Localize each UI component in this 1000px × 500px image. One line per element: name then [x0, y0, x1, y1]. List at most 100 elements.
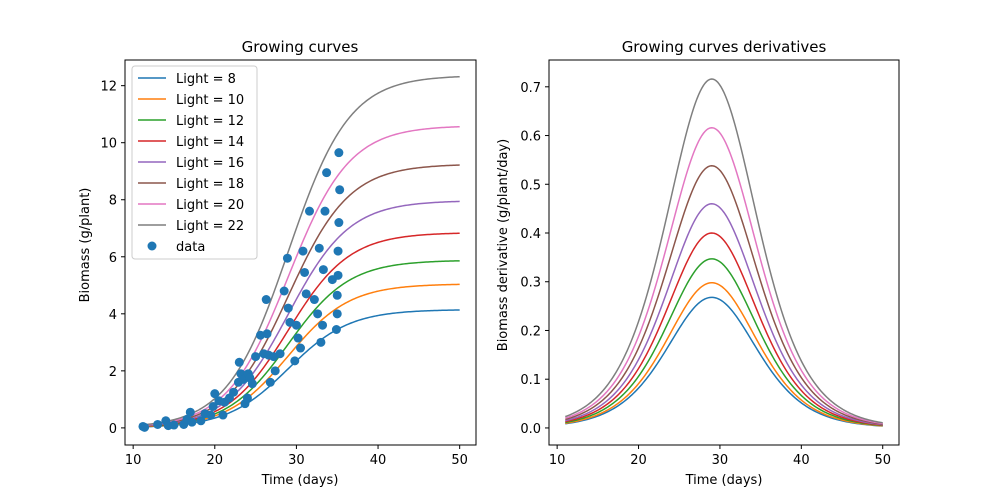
data-point [320, 206, 330, 216]
x-tick-label: 40 [370, 453, 387, 468]
x-tick-label: 10 [549, 453, 566, 468]
data-point [300, 267, 310, 277]
data-point [318, 265, 328, 275]
data-point [187, 417, 197, 427]
data-point [242, 393, 252, 403]
y-tick-label: 0.5 [520, 178, 541, 193]
growing-curves-panel: Growing curves 10 20 30 40 50 0 2 4 6 8 10 12 Time … [78, 38, 477, 488]
x-tick-label: 50 [874, 453, 891, 468]
data-point [291, 320, 301, 330]
derivative-curve-4 [565, 232, 883, 426]
y-tick-label: 2 [109, 365, 117, 380]
y-tick-label: 0.4 [520, 227, 541, 242]
legend-label: Light = 12 [176, 114, 244, 129]
right-chart-title: Growing curves derivatives [622, 38, 827, 56]
data-point [334, 148, 344, 158]
x-tick-label: 20 [630, 453, 647, 468]
plot-frame [548, 59, 900, 446]
legend-marker-data [147, 241, 157, 251]
data-point [275, 349, 285, 359]
derivative-curve-5 [565, 203, 883, 426]
legend-label: Light = 8 [176, 72, 236, 87]
right-x-axis-title: Time (days) [685, 473, 763, 488]
data-point [206, 410, 216, 420]
data-point [218, 410, 228, 420]
data-point [331, 325, 341, 334]
y-tick-label: 12 [100, 80, 117, 95]
legend-label: Light = 20 [176, 198, 244, 213]
legend-label-data: data [176, 240, 205, 255]
left-x-axis-title: Time (days) [261, 473, 339, 488]
data-point [140, 422, 150, 432]
data-point [247, 379, 257, 389]
x-tick-label: 20 [207, 453, 224, 468]
y-tick-label: 8 [109, 194, 117, 209]
right-axes: 10 20 30 40 50 0.0 0.1 0.2 0.3 0.4 0.5 0.6 0.7 [520, 59, 900, 468]
data-point [301, 289, 311, 299]
data-point [265, 377, 275, 387]
data-point [229, 387, 239, 397]
left-y-axis-title: Biomass (g/plant) [78, 188, 93, 303]
right-curves [565, 78, 883, 427]
data-point [333, 246, 343, 256]
data-point [290, 356, 300, 366]
data-point [210, 389, 220, 399]
data-point [153, 419, 163, 429]
left-chart-title: Growing curves [242, 38, 359, 56]
left-axes: 10 20 30 40 50 0 2 4 6 8 10 12 [100, 59, 477, 468]
data-point [332, 290, 342, 300]
legend-box [131, 65, 258, 260]
data-point [322, 168, 332, 178]
legend-label: Light = 18 [176, 177, 244, 192]
data-point [304, 206, 314, 216]
data-point [283, 303, 293, 313]
data-point [185, 407, 195, 417]
plot-frame [124, 59, 477, 446]
derivative-curve-3 [565, 258, 883, 427]
derivative-curve-7 [565, 127, 883, 425]
data-point [335, 185, 345, 195]
y-tick-label: 0.0 [520, 422, 541, 437]
data-point [314, 243, 324, 253]
data-point [270, 366, 280, 376]
x-tick-label: 30 [288, 453, 305, 468]
data-point [234, 357, 244, 367]
data-point [298, 246, 308, 256]
x-tick-label: 30 [712, 453, 729, 468]
x-tick-label: 40 [793, 453, 810, 468]
y-tick-label: 0.7 [520, 81, 541, 96]
derivative-panel: Growing curves derivatives 10 20 30 40 50 0.0… [496, 38, 900, 488]
data-point [333, 270, 343, 280]
data-point [282, 253, 292, 263]
legend-label: Light = 14 [176, 135, 244, 150]
data-point [196, 416, 206, 426]
data-point [293, 333, 303, 343]
growth-curve-7 [141, 125, 460, 427]
data-point [279, 286, 289, 296]
y-tick-label: 0 [109, 422, 117, 437]
data-point [251, 352, 261, 362]
data-point [169, 420, 179, 430]
data-point [334, 218, 344, 228]
y-tick-label: 6 [109, 251, 117, 266]
data-point [262, 329, 272, 339]
x-tick-label: 50 [451, 453, 468, 468]
y-tick-label: 0.1 [520, 373, 541, 388]
data-point [332, 309, 342, 319]
legend-label: Light = 16 [176, 156, 244, 171]
data-point [296, 343, 305, 353]
legend: Light = 8 Light = 10 Light = 12 Light = 14 L… [131, 65, 258, 260]
data-point [309, 295, 319, 305]
y-tick-label: 0.6 [520, 130, 541, 145]
data-point [313, 309, 323, 319]
y-tick-label: 10 [100, 137, 117, 152]
data-point [316, 337, 326, 347]
y-tick-label: 0.2 [520, 324, 541, 339]
left-data-points [138, 148, 345, 432]
growth-curve-6 [141, 164, 460, 427]
derivative-curve-1 [565, 296, 883, 427]
derivative-curve-2 [565, 281, 883, 427]
legend-label: Light = 22 [176, 219, 244, 234]
derivative-curve-8 [565, 78, 883, 424]
